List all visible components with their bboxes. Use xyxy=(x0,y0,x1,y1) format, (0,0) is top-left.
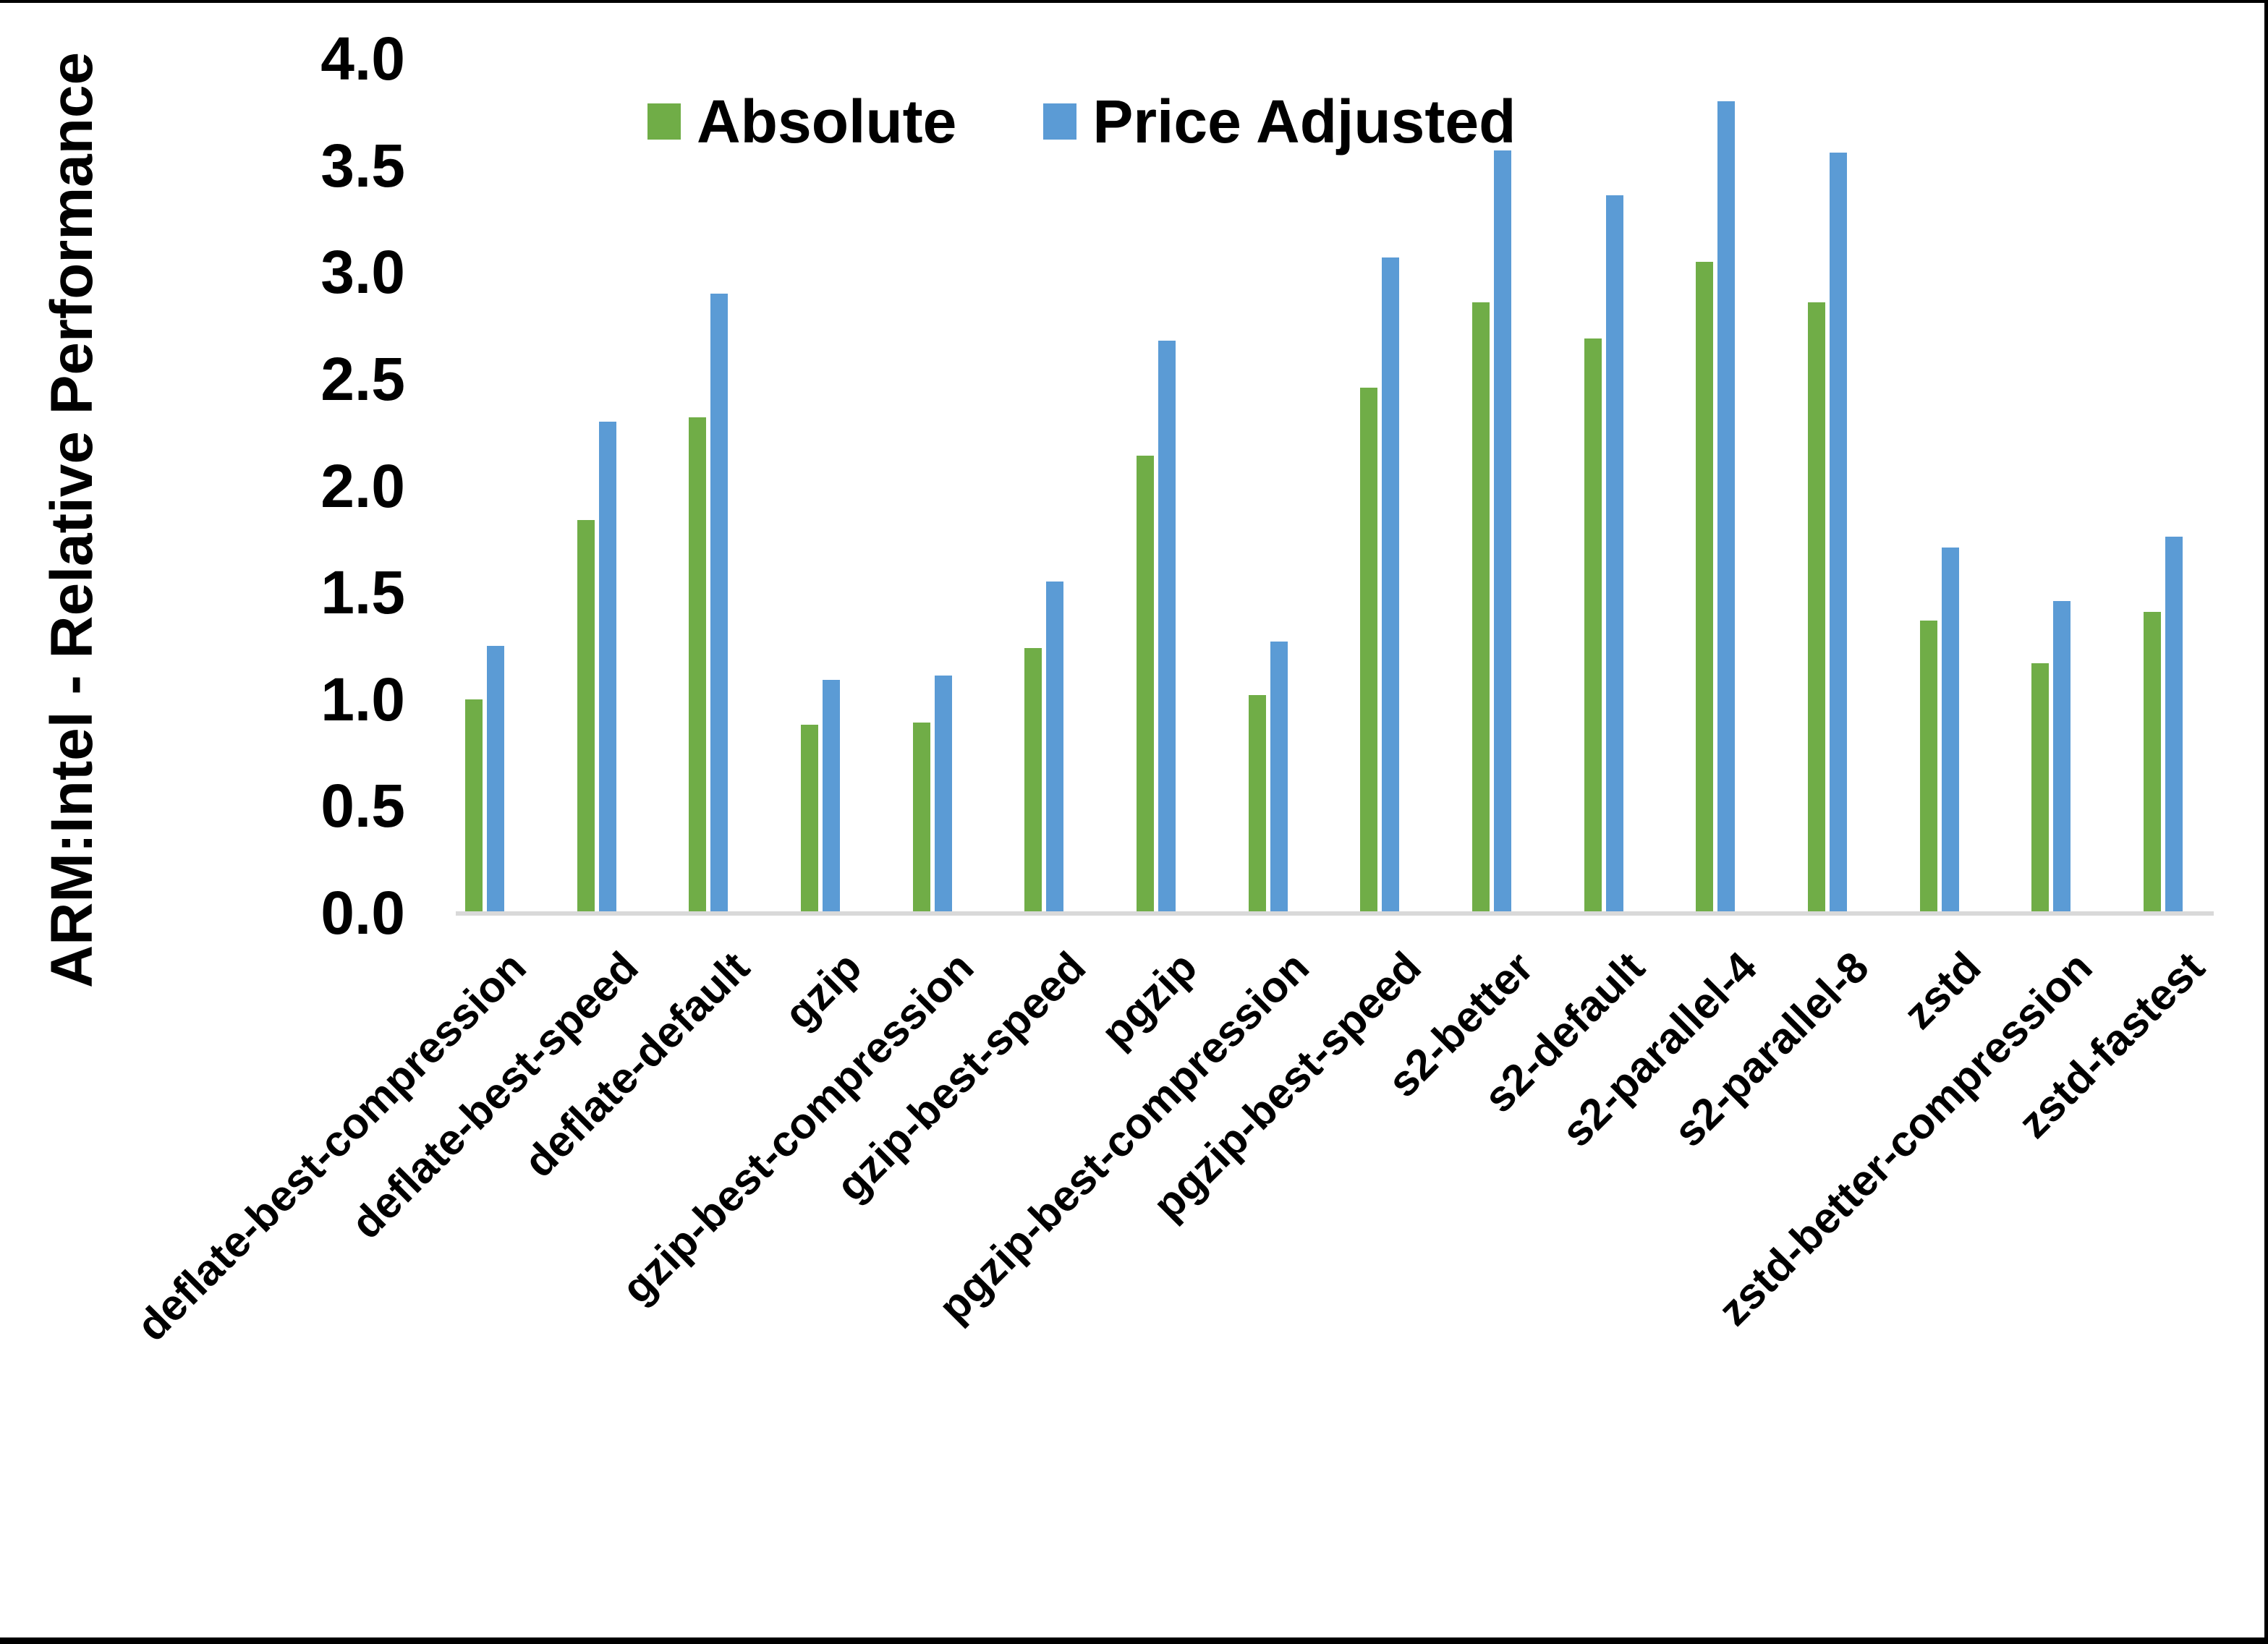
y-tick-label-2.5: 2.5 xyxy=(320,344,405,413)
x-axis-line xyxy=(456,911,2214,916)
bar-price-adjusted-gzip-best-compression xyxy=(934,676,952,913)
bar-price-adjusted-pgzip-best-compression xyxy=(1270,642,1288,913)
bar-absolute-deflate-default xyxy=(689,417,707,913)
bar-price-adjusted-s2-default xyxy=(1605,195,1623,913)
bar-absolute-s2-parallel-8 xyxy=(1808,302,1826,913)
legend-swatch-absolute xyxy=(647,103,681,140)
x-category-label-zstd: zstd xyxy=(1894,942,1990,1039)
y-tick-label-4.0: 4.0 xyxy=(320,25,405,93)
y-axis-title: ARM:Intel - Relative Performance xyxy=(39,51,105,989)
bar-absolute-zstd xyxy=(1919,620,1937,913)
bar-absolute-s2-default xyxy=(1584,338,1602,913)
legend-item-price-adjusted: Price Adjusted xyxy=(1043,91,1516,152)
bar-absolute-pgzip xyxy=(1137,456,1155,913)
bar-absolute-deflate-best-speed xyxy=(577,519,595,913)
legend-label-absolute: Absolute xyxy=(697,88,957,156)
bar-absolute-zstd-better-compression xyxy=(2031,663,2050,913)
bar-price-adjusted-zstd-better-compression xyxy=(2053,600,2071,913)
plot-area xyxy=(456,59,2214,913)
legend-label-price-adjusted: Price Adjusted xyxy=(1092,88,1516,156)
bar-price-adjusted-deflate-best-compression xyxy=(487,645,504,913)
bar-absolute-pgzip-best-compression xyxy=(1248,694,1266,913)
bar-absolute-gzip xyxy=(801,725,818,913)
bar-absolute-pgzip-best-speed xyxy=(1360,387,1378,913)
bar-price-adjusted-zstd xyxy=(1941,548,1959,913)
y-tick-label-0.0: 0.0 xyxy=(320,879,405,947)
bar-price-adjusted-pgzip-best-speed xyxy=(1382,257,1400,913)
bar-price-adjusted-deflate-best-speed xyxy=(598,421,616,913)
bar-absolute-gzip-best-speed xyxy=(1024,647,1042,913)
legend: Absolute Price Adjusted xyxy=(647,91,1516,152)
bar-absolute-gzip-best-compression xyxy=(912,723,930,913)
bar-price-adjusted-s2-better xyxy=(1494,150,1512,913)
y-tick-label-1.5: 1.5 xyxy=(320,558,405,627)
x-category-label-gzip: gzip xyxy=(775,942,871,1039)
bar-price-adjusted-gzip xyxy=(823,680,840,913)
bar-absolute-zstd-fastest xyxy=(2144,611,2162,913)
bar-price-adjusted-s2-parallel-4 xyxy=(1717,101,1736,913)
bar-price-adjusted-zstd-fastest xyxy=(2165,537,2183,913)
bar-price-adjusted-gzip-best-speed xyxy=(1046,582,1064,913)
y-tick-label-3.5: 3.5 xyxy=(320,131,405,200)
y-tick-label-0.5: 0.5 xyxy=(320,772,405,840)
bar-price-adjusted-s2-parallel-8 xyxy=(1830,152,1848,913)
y-tick-label-1.0: 1.0 xyxy=(320,665,405,733)
y-tick-label-3.0: 3.0 xyxy=(320,238,405,307)
legend-swatch-price-adjusted xyxy=(1043,103,1077,140)
bar-price-adjusted-pgzip xyxy=(1158,340,1176,913)
bar-absolute-s2-better xyxy=(1472,302,1490,913)
y-tick-label-2.0: 2.0 xyxy=(320,451,405,520)
legend-item-absolute: Absolute xyxy=(647,91,956,152)
bar-absolute-s2-parallel-4 xyxy=(1696,261,1714,913)
bar-absolute-deflate-best-compression xyxy=(465,699,483,913)
bar-price-adjusted-deflate-default xyxy=(710,293,729,913)
